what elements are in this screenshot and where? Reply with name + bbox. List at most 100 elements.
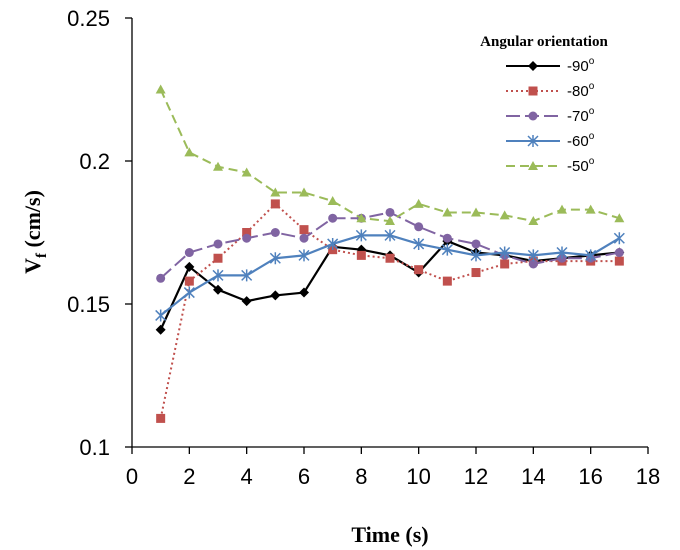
data-point <box>213 239 223 249</box>
legend-swatch-marker <box>528 86 538 96</box>
data-point <box>442 233 452 243</box>
legend-item: -70o <box>506 106 595 125</box>
x-tick-label: 16 <box>578 464 602 489</box>
legend-label: -90o <box>567 56 595 75</box>
x-tick-label: 18 <box>636 464 660 489</box>
data-point <box>241 167 252 177</box>
legend-item: -80o <box>506 81 595 100</box>
legend-swatch-marker <box>528 61 538 71</box>
data-point <box>528 216 539 226</box>
series-layer <box>155 84 625 423</box>
data-point <box>442 207 453 217</box>
data-point <box>242 228 252 237</box>
data-point <box>184 261 195 272</box>
data-point <box>528 259 538 269</box>
data-point <box>385 216 395 226</box>
data-point <box>327 196 338 206</box>
data-point <box>413 237 425 250</box>
x-tick-label: 2 <box>183 464 195 489</box>
series-line <box>159 89 620 223</box>
x-ticks: 0 2 4 6 8 10 12 14 16 18 <box>126 447 660 489</box>
legend-swatch-marker <box>528 161 538 170</box>
data-point <box>613 232 625 245</box>
legend-item: -50o <box>506 156 595 175</box>
legend-label: -70o <box>567 106 595 125</box>
legend-title: Angular orientation <box>480 34 608 50</box>
data-point <box>527 249 539 262</box>
data-point <box>213 253 223 263</box>
data-point <box>298 249 310 262</box>
data-point <box>299 225 309 235</box>
data-point <box>328 213 338 223</box>
data-point <box>499 210 510 220</box>
data-point <box>471 207 481 217</box>
data-point <box>414 265 424 275</box>
data-point <box>356 213 367 223</box>
data-point <box>614 248 624 258</box>
data-point <box>184 276 194 286</box>
legend-label: -60o <box>567 131 595 150</box>
series-neg70 <box>156 207 624 283</box>
legend-label: -80o <box>567 81 595 100</box>
data-point <box>213 161 223 171</box>
data-point <box>499 246 511 259</box>
x-tick-label: 12 <box>464 464 488 489</box>
svg-text:Vf (cm/s): Vf (cm/s) <box>20 190 50 274</box>
data-point <box>242 233 252 243</box>
y-axis-title-sub: f <box>34 252 50 258</box>
data-point <box>470 249 482 262</box>
data-point <box>585 249 597 262</box>
data-point <box>413 198 424 208</box>
x-tick-label: 0 <box>126 464 138 489</box>
y-tick-label: 0.2 <box>79 149 110 174</box>
series-line <box>159 234 620 317</box>
y-axis-title-main: V <box>20 258 45 274</box>
x-axis-title: Time (s) <box>351 522 428 547</box>
data-point <box>270 187 281 197</box>
legend-swatch-marker <box>528 111 538 121</box>
legend-swatch-marker <box>527 135 539 147</box>
data-point <box>184 248 194 258</box>
data-point <box>155 309 167 322</box>
data-point <box>155 324 166 335</box>
data-point <box>156 413 166 423</box>
legend: Angular orientation -90o -80o -70o -60o -50o <box>480 34 608 175</box>
data-point <box>270 199 280 209</box>
x-tick-label: 4 <box>241 464 253 489</box>
data-point <box>184 147 195 157</box>
data-point <box>385 253 395 263</box>
data-point <box>212 269 224 282</box>
data-point <box>441 243 453 256</box>
data-point <box>270 228 280 237</box>
data-point <box>471 268 481 278</box>
data-point <box>614 213 625 223</box>
data-point <box>384 229 396 242</box>
y-tick-label: 0.25 <box>67 6 110 31</box>
y-axis-title: Vf (cm/s) <box>20 190 50 274</box>
axes <box>131 18 648 448</box>
y-axis-title-unit: (cm/s) <box>20 190 45 253</box>
data-point <box>585 204 596 214</box>
data-point <box>156 273 166 283</box>
y-tick-label: 0.15 <box>67 292 110 317</box>
legend-item: -90o <box>506 56 595 75</box>
data-point <box>356 250 366 260</box>
data-point <box>155 84 166 94</box>
legend-item: -60o <box>506 131 595 150</box>
y-tick-label: 0.1 <box>79 435 110 460</box>
legend-label: -50o <box>567 156 595 175</box>
x-tick-label: 8 <box>355 464 367 489</box>
x-tick-label: 10 <box>406 464 430 489</box>
data-point <box>556 246 568 259</box>
y-ticks: 0.1 0.15 0.2 0.25 <box>67 6 132 460</box>
data-point <box>327 237 339 250</box>
data-point <box>269 252 281 265</box>
series-neg60 <box>155 229 625 322</box>
data-point <box>414 222 424 232</box>
data-point <box>270 290 281 301</box>
data-point <box>355 229 367 242</box>
data-point <box>241 296 252 307</box>
data-point <box>241 269 253 282</box>
data-point <box>442 276 452 286</box>
